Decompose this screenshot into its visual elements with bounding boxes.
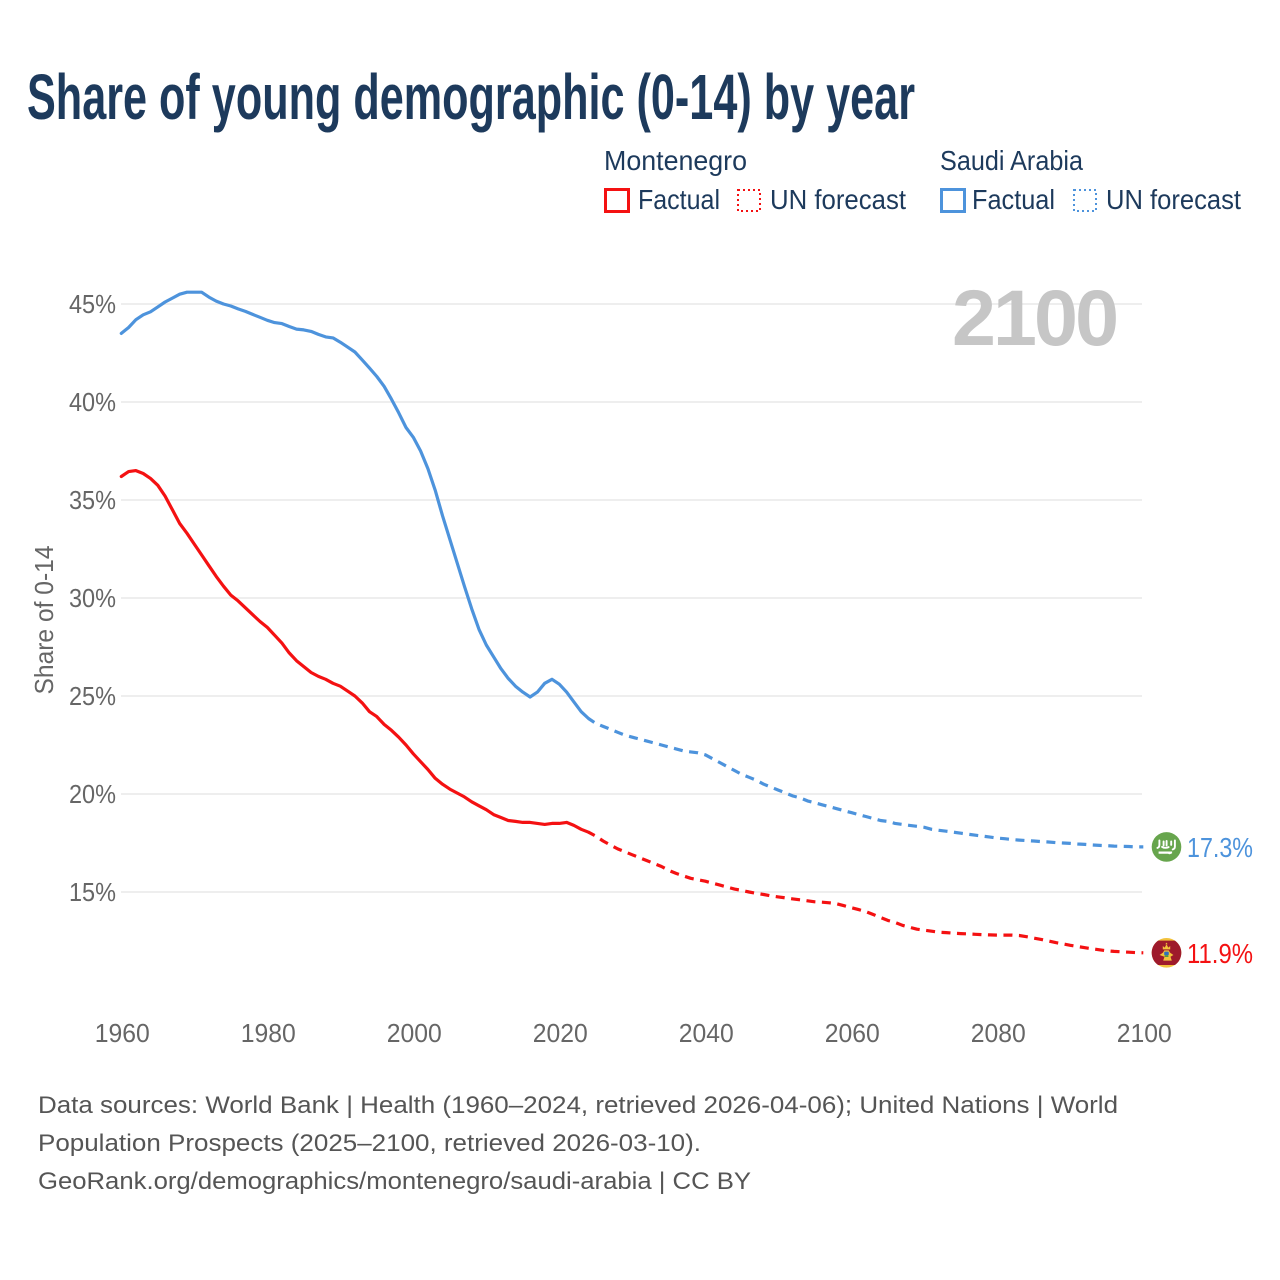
svg-text:25%: 25% xyxy=(69,681,116,711)
svg-text:2000: 2000 xyxy=(387,1018,442,1048)
svg-text:2060: 2060 xyxy=(825,1018,880,1048)
svg-text:Population Prospects (2025–210: Population Prospects (2025–2100, retriev… xyxy=(38,1130,701,1157)
svg-text:30%: 30% xyxy=(69,583,116,613)
svg-text:45%: 45% xyxy=(69,289,116,319)
svg-text:Share of 0-14: Share of 0-14 xyxy=(29,546,59,695)
svg-text:Data sources: World Bank | Hea: Data sources: World Bank | Health (1960–… xyxy=(38,1092,1118,1119)
svg-text:2020: 2020 xyxy=(533,1018,588,1048)
svg-text:UN forecast: UN forecast xyxy=(770,184,906,215)
svg-text:15%: 15% xyxy=(69,877,116,907)
svg-text:2080: 2080 xyxy=(971,1018,1026,1048)
svg-text:UN forecast: UN forecast xyxy=(1106,184,1241,215)
svg-text:1980: 1980 xyxy=(241,1018,296,1048)
svg-text:Factual: Factual xyxy=(972,184,1055,215)
svg-text:Montenegro: Montenegro xyxy=(604,145,747,176)
svg-text:Factual: Factual xyxy=(638,184,720,215)
svg-text:17.3%: 17.3% xyxy=(1187,832,1253,863)
svg-text:2100: 2100 xyxy=(952,273,1119,362)
svg-text:2040: 2040 xyxy=(679,1018,734,1048)
svg-text:11.9%: 11.9% xyxy=(1187,938,1253,969)
svg-text:GeoRank.org/demographics/monte: GeoRank.org/demographics/montenegro/saud… xyxy=(38,1168,751,1195)
svg-text:40%: 40% xyxy=(69,387,116,417)
svg-text:Saudi Arabia: Saudi Arabia xyxy=(940,145,1083,176)
svg-text:1960: 1960 xyxy=(95,1018,150,1048)
svg-text:35%: 35% xyxy=(69,485,116,515)
svg-text:20%: 20% xyxy=(69,779,116,809)
svg-text:2100: 2100 xyxy=(1117,1018,1172,1048)
svg-text:Share of young demographic (0-: Share of young demographic (0-14) by yea… xyxy=(27,61,915,133)
